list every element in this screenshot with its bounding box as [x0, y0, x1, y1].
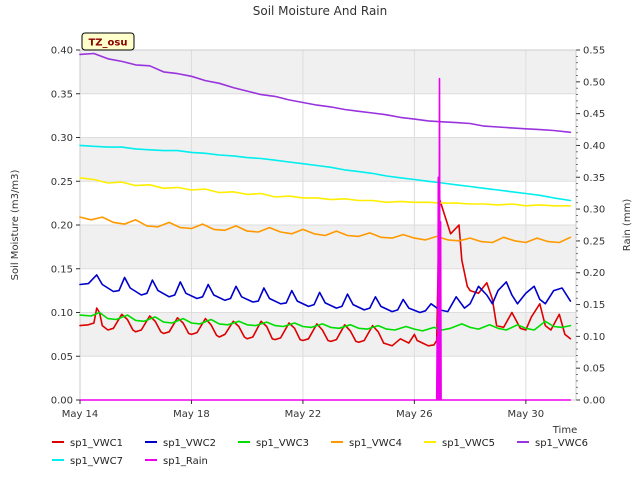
y-tick-label: 0.40: [51, 46, 73, 57]
plot-band: [80, 225, 576, 269]
y2-tick-label: 0.05: [583, 364, 605, 375]
y-tick-label: 0.05: [51, 352, 73, 363]
y2-tick-label: 0.10: [583, 332, 605, 343]
plot-band: [80, 356, 576, 400]
x-tick-label: May 30: [508, 409, 545, 420]
plot-band: [80, 181, 576, 225]
gridlines: [79, 49, 576, 401]
legend-label-sp1-vwc4: sp1_VWC4: [349, 438, 402, 449]
legend: sp1_VWC1 sp1_VWC2 sp1_VWC3 sp1_VWC4 sp1_VWC5…: [52, 438, 588, 467]
plot-band: [80, 268, 576, 313]
site-label-background: [81, 32, 135, 51]
plot-band: [80, 137, 576, 182]
site-label: TZ_osu: [88, 38, 127, 49]
series-line-sp1-vwc3: [79, 311, 572, 332]
y2-tick-label: 0.15: [583, 300, 605, 311]
series-line-sp1-vwc2: [79, 274, 572, 314]
y2-tick-label: 0.45: [583, 109, 605, 120]
legend-label-sp1-vwc6: sp1_VWC6: [535, 438, 588, 449]
y2-axis-ticks: 0.00 0.05 0.10 0.15 0.20 0.25 0.30 0.35 0.40 0.45…: [576, 46, 605, 407]
y-tick-label: 0.00: [51, 396, 73, 407]
y2-tick-label: 0.55: [583, 46, 605, 57]
series-lines: [79, 52, 572, 401]
x-axis-label: Time: [552, 425, 577, 436]
y2-tick-label: 0.40: [583, 141, 605, 152]
y-tick-label: 0.30: [51, 133, 73, 144]
x-axis-ticks: May 14 May 18 May 22 May 26 May 30: [62, 400, 544, 420]
series-line-sp1-vwc4: [79, 216, 572, 244]
legend-label-sp1-rain: sp1_Rain: [163, 456, 208, 467]
legend-label-sp1-vwc2: sp1_VWC2: [163, 438, 216, 449]
y-axis-ticks: 0.00 0.05 0.10 0.15 0.20 0.25 0.30 0.35 0.40: [51, 46, 80, 407]
y-tick-label: 0.10: [51, 308, 73, 319]
y-tick-label: 0.20: [51, 221, 73, 232]
y-tick-label: 0.35: [51, 89, 73, 100]
series-line-sp1-vwc5: [79, 177, 572, 207]
y2-tick-label: 0.25: [583, 236, 605, 247]
y-axis-label: Soil Moisture (m3/m3): [10, 170, 21, 281]
series-line-sp1-vwc1: [79, 198, 572, 347]
y2-tick-label: 0.20: [583, 268, 605, 279]
y2-tick-label: 0.50: [583, 77, 605, 88]
x-tick-label: May 14: [62, 409, 99, 420]
site-label-box: TZ_osu: [81, 32, 135, 51]
x-tick-label: May 26: [396, 409, 433, 420]
y-tick-label: 0.25: [51, 177, 73, 188]
series-line-sp1-vwc6: [79, 52, 572, 134]
legend-label-sp1-vwc1: sp1_VWC1: [70, 438, 123, 449]
y-tick-label: 0.15: [51, 264, 73, 275]
y2-axis-label: Rain (mm): [622, 199, 633, 252]
y2-tick-label: 0.30: [583, 205, 605, 216]
chart-title: Soil Moisture And Rain: [253, 4, 388, 18]
y2-tick-label: 0.00: [583, 396, 605, 407]
legend-label-sp1-vwc3: sp1_VWC3: [256, 438, 309, 449]
x-tick-label: May 22: [285, 409, 322, 420]
series-line-sp1-rain: [79, 77, 572, 401]
x-tick-label: May 18: [173, 409, 210, 420]
legend-label-sp1-vwc5: sp1_VWC5: [442, 438, 495, 449]
legend-label-sp1-vwc7: sp1_VWC7: [70, 456, 123, 467]
plot-band: [80, 312, 576, 357]
series-line-sp1-vwc7: [79, 144, 572, 202]
plot-band: [80, 50, 576, 94]
plot-band: [80, 93, 576, 138]
y2-tick-label: 0.35: [583, 173, 605, 184]
